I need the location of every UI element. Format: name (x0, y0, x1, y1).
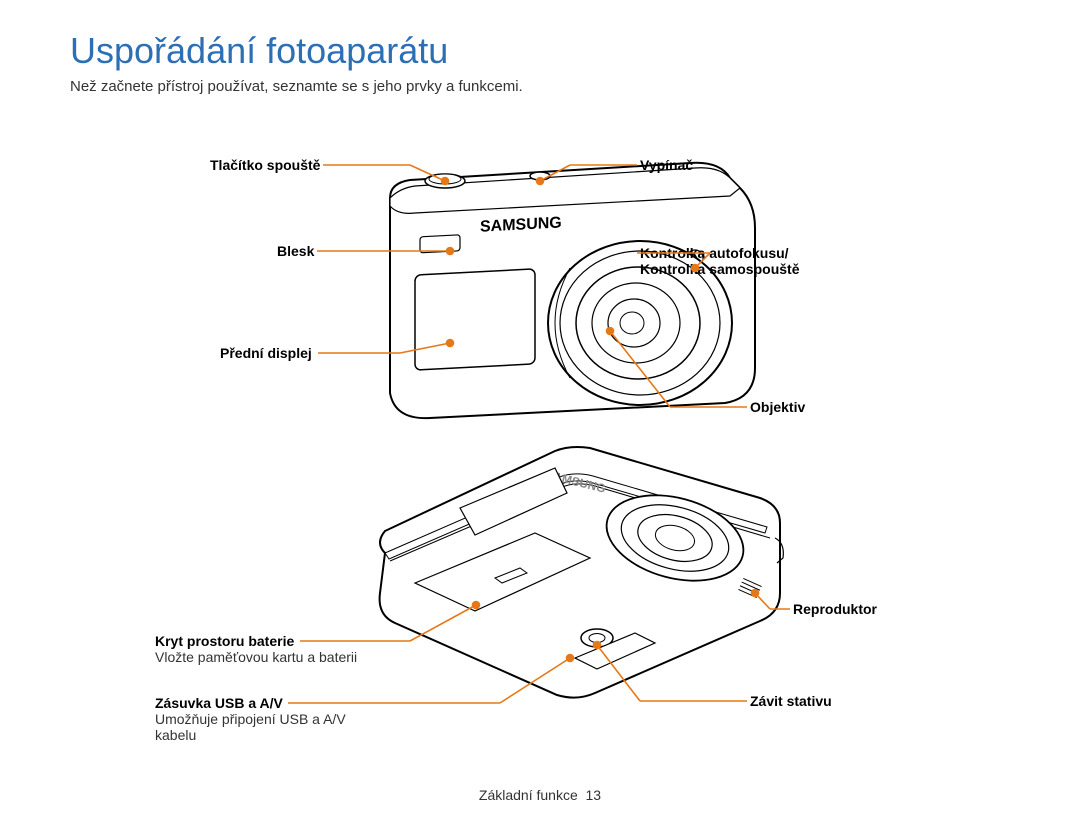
label-battery-cover-title: Kryt prostoru baterie (155, 633, 294, 649)
label-usb-title: Zásuvka USB a A/V (155, 695, 283, 711)
label-power: Vypínač (640, 157, 693, 173)
label-tripod: Závit stativu (750, 693, 832, 709)
page-footer: Základní funkce 13 (0, 787, 1080, 803)
label-front-display: Přední displej (220, 345, 312, 361)
label-lens: Objektiv (750, 399, 805, 415)
label-shutter: Tlačítko spouště (210, 157, 320, 173)
label-battery-cover: Kryt prostoru baterie Vložte paměťovou k… (155, 633, 375, 665)
page-subtitle: Než začnete přístroj používat, seznamte … (70, 78, 1010, 95)
footer-text: Základní funkce (479, 787, 578, 803)
diagram-area: SAMSUNG SAMSUNG (70, 103, 1010, 753)
label-usb-sub: Umožňuje připojení USB a A/V kabelu (155, 711, 375, 743)
label-speaker: Reproduktor (793, 601, 877, 617)
label-af-led-line1: Kontrolka autofokusu/ (640, 245, 789, 261)
camera-front-illustration: SAMSUNG (360, 158, 760, 428)
label-flash: Blesk (277, 243, 314, 259)
label-battery-cover-sub: Vložte paměťovou kartu a baterii (155, 649, 375, 665)
camera-bottom-illustration: SAMSUNG (345, 443, 785, 703)
label-af-led-line2: Kontrolka samospouště (640, 261, 799, 277)
page-title: Uspořádání fotoaparátu (70, 30, 1010, 72)
label-af-led: Kontrolka autofokusu/ Kontrolka samospou… (640, 245, 799, 277)
label-usb: Zásuvka USB a A/V Umožňuje připojení USB… (155, 695, 375, 743)
footer-page: 13 (586, 787, 602, 803)
